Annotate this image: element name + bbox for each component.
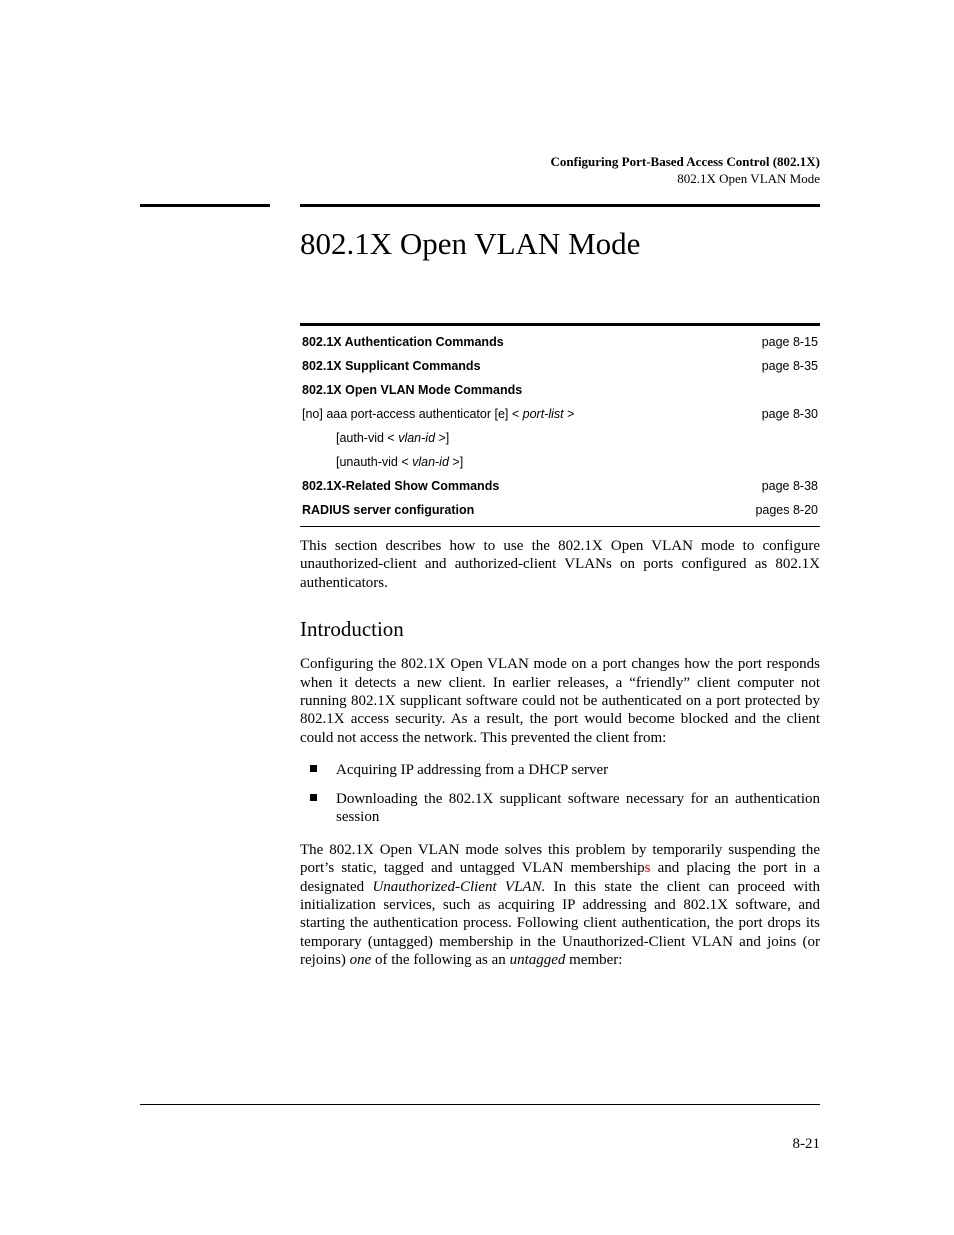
paragraph: Configuring the 802.1X Open VLAN mode on…	[300, 655, 820, 747]
bullet-icon	[310, 765, 317, 772]
commands-table: 802.1X Authentication Commands page 8-15…	[300, 323, 820, 527]
cmd-label: [auth-vid < vlan-id >]	[302, 431, 449, 445]
paragraph: The 802.1X Open VLAN mode solves this pr…	[300, 841, 820, 970]
running-header-title: Configuring Port-Based Access Control (8…	[551, 154, 821, 171]
list-item: Downloading the 802.1X supplicant softwa…	[300, 790, 820, 827]
table-row: [auth-vid < vlan-id >]	[300, 426, 820, 450]
subsection-heading: Introduction	[300, 617, 820, 643]
cmd-label: 802.1X Authentication Commands	[302, 335, 504, 349]
rule-bottom	[140, 1104, 820, 1105]
rule-top-left	[140, 204, 270, 207]
running-header: Configuring Port-Based Access Control (8…	[551, 154, 821, 188]
page-number: 8-21	[793, 1136, 821, 1153]
cmd-label: RADIUS server configuration	[302, 503, 474, 517]
table-row: 802.1X Supplicant Commands page 8-35	[300, 354, 820, 378]
table-row: RADIUS server configuration pages 8-20	[300, 498, 820, 526]
cmd-page: page 8-35	[762, 359, 818, 373]
running-header-subtitle: 802.1X Open VLAN Mode	[551, 171, 821, 188]
body-text: This section describes how to use the 80…	[300, 537, 820, 984]
table-row: 802.1X Authentication Commands page 8-15	[300, 326, 820, 354]
paragraph: This section describes how to use the 80…	[300, 537, 820, 592]
cmd-label: 802.1X Supplicant Commands	[302, 359, 481, 373]
table-row: 802.1X Open VLAN Mode Commands	[300, 378, 820, 402]
table-row: [no] aaa port-access authenticator [e] <…	[300, 402, 820, 426]
rule-top-right	[300, 204, 820, 207]
cmd-page: page 8-30	[762, 407, 818, 421]
table-row: [unauth-vid < vlan-id >]	[300, 450, 820, 474]
cmd-page: page 8-15	[762, 335, 818, 349]
cmd-label: [unauth-vid < vlan-id >]	[302, 455, 463, 469]
cmd-label: [no] aaa port-access authenticator [e] <…	[302, 407, 574, 421]
section-title: 802.1X Open VLAN Mode	[300, 226, 640, 262]
table-row: 802.1X-Related Show Commands page 8-38	[300, 474, 820, 498]
list-item: Acquiring IP addressing from a DHCP serv…	[300, 761, 820, 779]
bullet-icon	[310, 794, 317, 801]
cmd-label: 802.1X Open VLAN Mode Commands	[302, 383, 522, 397]
cmd-page: page 8-38	[762, 479, 818, 493]
page-content: Configuring Port-Based Access Control (8…	[140, 0, 820, 1235]
bullet-list: Acquiring IP addressing from a DHCP serv…	[300, 761, 820, 826]
cmd-page: pages 8-20	[755, 503, 818, 517]
cmd-label: 802.1X-Related Show Commands	[302, 479, 499, 493]
